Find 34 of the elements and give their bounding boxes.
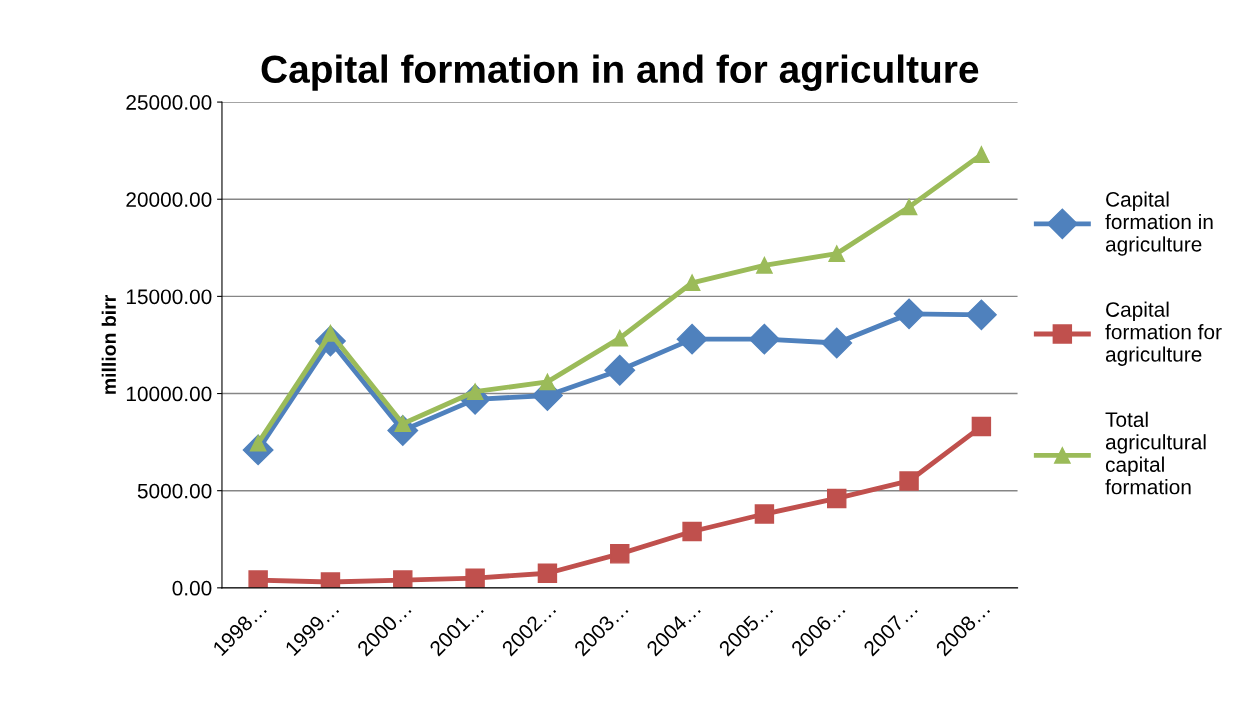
point xyxy=(899,471,919,491)
legend-label: Total agricultural capital formation xyxy=(1105,411,1206,495)
y-tick-label: 5000.00 xyxy=(137,483,212,499)
point xyxy=(893,298,925,330)
point xyxy=(676,323,708,355)
point xyxy=(827,488,847,509)
chart-title: Capital formation in and for agriculture xyxy=(261,54,979,91)
point xyxy=(965,299,997,331)
y-tick-label: 0.00 xyxy=(172,580,212,596)
point xyxy=(900,198,918,216)
point xyxy=(971,416,992,437)
legend-label: Capital formation for agriculture xyxy=(1105,301,1222,366)
legend-label: Capital formation in agriculture xyxy=(1105,191,1213,256)
y-tick-label: 10000.00 xyxy=(126,386,212,402)
point xyxy=(611,329,629,347)
y-axis-title: million birr xyxy=(101,295,116,394)
point xyxy=(465,568,485,588)
y-tick-label: 20000.00 xyxy=(126,192,212,207)
y-tick-label: 25000.00 xyxy=(126,95,212,110)
point xyxy=(748,323,780,355)
point xyxy=(756,256,773,274)
point xyxy=(393,570,413,588)
point xyxy=(610,544,630,564)
point xyxy=(683,274,701,292)
point xyxy=(682,521,702,542)
point xyxy=(539,373,556,391)
point xyxy=(821,327,853,359)
point xyxy=(973,146,990,163)
point xyxy=(828,245,846,262)
y-tick-label: 15000.00 xyxy=(126,289,212,305)
point xyxy=(754,504,775,524)
point xyxy=(537,563,558,583)
point xyxy=(248,570,268,588)
point xyxy=(604,354,636,386)
